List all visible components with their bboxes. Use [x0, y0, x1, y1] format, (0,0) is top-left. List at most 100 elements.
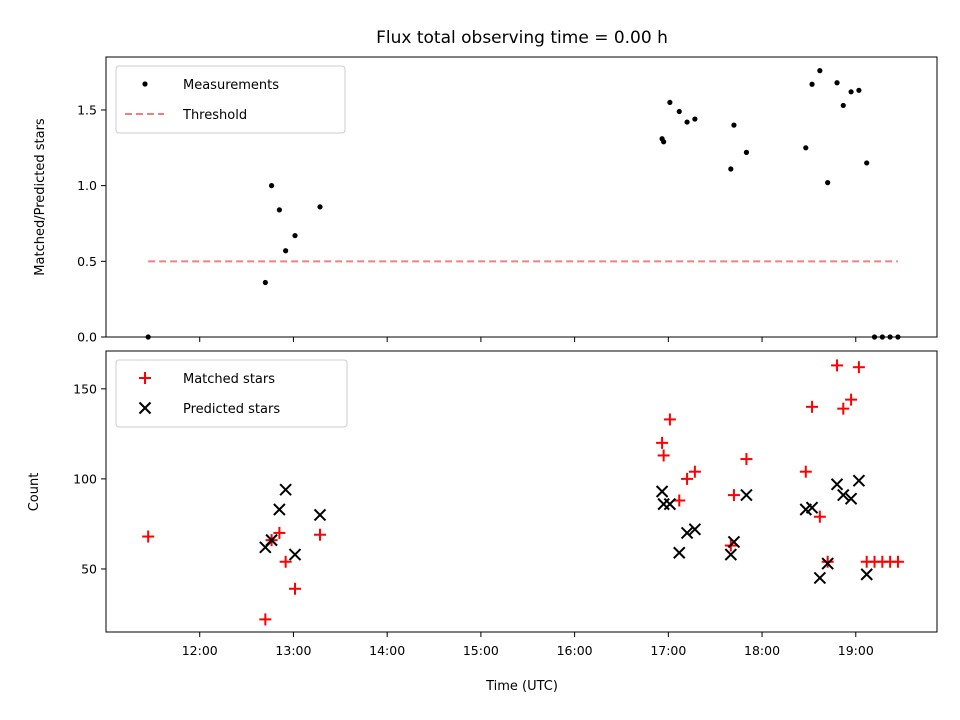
predicted-star-point: [813, 571, 827, 585]
xtick-label: 16:00: [557, 643, 593, 658]
matched-star-point: [657, 449, 670, 462]
matched-star-point: [681, 472, 694, 485]
measurement-point: [817, 68, 823, 74]
matched-star-point: [837, 402, 850, 415]
predicted-star-point: [655, 485, 669, 498]
matched-star-point: [656, 436, 669, 449]
matched-star-point: [813, 510, 826, 523]
legend-box: [115, 65, 346, 134]
predicted-star-point: [727, 535, 741, 549]
predicted-star-point: [688, 523, 702, 536]
matched-star-point: [259, 613, 272, 626]
measurement-point: [871, 334, 878, 340]
ratio-ytick-label: 1.5: [77, 102, 97, 117]
measurement-point: [292, 232, 298, 239]
legend-predicted-swatch: [138, 401, 152, 415]
xtick-label: 14:00: [369, 643, 405, 658]
count-panel: 50 100 150 12:00 13:00 14:00 15:00 16:00 17:00 18…: [27, 350, 938, 694]
predicted-star-point: [288, 548, 302, 561]
matched-star-point: [831, 359, 844, 372]
predicted-star-point: [844, 492, 858, 505]
measurement-point: [262, 279, 268, 286]
measurement-point: [864, 160, 870, 166]
measurement-point: [684, 119, 690, 125]
predicted-star-point: [273, 503, 286, 516]
series-predicted-stars: [259, 474, 873, 585]
predicted-star-point: [680, 526, 694, 540]
measurement-point: [728, 166, 734, 172]
measurement-point: [743, 149, 750, 155]
series-measurements: [145, 68, 901, 340]
count-ytick-label: 150: [73, 381, 97, 396]
measurement-point: [661, 139, 667, 145]
matched-star-point: [663, 413, 676, 426]
measurement-point: [676, 108, 682, 115]
matched-star-point: [142, 530, 155, 543]
predicted-star-point: [852, 474, 866, 487]
predicted-star-point: [724, 548, 738, 561]
xtick-label: 18:00: [744, 643, 780, 658]
ratio-panel: Flux total observing time = 0.00 h 0.00.…: [33, 28, 938, 345]
predicted-star-point: [740, 488, 753, 502]
xtick-label: 12:00: [182, 643, 218, 658]
count-ytick-label: 50: [81, 561, 97, 576]
ratio-ytick-label: 1.0: [77, 178, 97, 193]
measurement-point: [834, 80, 840, 86]
matched-star-point: [688, 465, 701, 478]
y-axis-label-ratio: Matched/Predicted stars: [33, 118, 48, 276]
xtick-label: 17:00: [650, 643, 686, 658]
measurement-point: [667, 99, 673, 106]
legend-label: Predicted stars: [183, 402, 280, 417]
predicted-star-point: [805, 501, 819, 514]
chart-title: Flux total observing time = 0.00 h: [376, 28, 668, 48]
legend-box: [115, 359, 348, 428]
measurement-point: [887, 334, 893, 340]
xtick-label: 19:00: [838, 643, 874, 658]
matched-star-point: [799, 465, 812, 478]
ratio-axes-frame: [105, 56, 938, 338]
legend-matched-swatch: [139, 372, 151, 384]
predicted-star-point: [313, 508, 327, 522]
ratio-ytick-label: 0.5: [77, 254, 97, 269]
count-legend: Matched stars Predicted stars: [115, 359, 348, 428]
ratio-legend: Measurements Threshold: [115, 65, 346, 134]
measurement-point: [840, 102, 846, 109]
count-plot-area: 50 100 150 12:00 13:00 14:00 15:00 16:00 17:00 18…: [73, 350, 938, 658]
matched-star-point: [852, 361, 865, 374]
predicted-star-point: [837, 488, 850, 502]
ratio-ytick-label: 0.0: [77, 330, 97, 345]
matched-star-point: [673, 494, 686, 507]
x-axis-label: Time (UTC): [485, 679, 558, 694]
measurement-point: [803, 145, 809, 151]
matched-star-point: [727, 489, 740, 502]
count-ytick-label: 100: [73, 471, 97, 486]
measurement-point: [848, 89, 854, 95]
measurement-point: [283, 248, 289, 254]
measurement-point: [809, 81, 815, 87]
predicted-star-point: [265, 533, 278, 547]
measurement-point: [731, 122, 737, 128]
measurement-point: [276, 207, 282, 213]
measurement-point: [895, 334, 901, 340]
ratio-plot-area: 0.0 0.5 1.0 1.5 Measurements Threshold: [77, 56, 938, 345]
predicted-star-point: [673, 546, 686, 559]
predicted-star-point: [279, 483, 292, 496]
predicted-star-point: [663, 497, 677, 511]
legend-label: Threshold: [182, 108, 247, 123]
count-axes-frame: [105, 350, 938, 633]
measurement-point: [692, 116, 698, 122]
predicted-star-point: [830, 478, 844, 491]
measurement-point: [268, 183, 275, 189]
matched-star-point: [845, 393, 858, 406]
legend-label: Measurements: [183, 78, 279, 93]
measurement-point: [145, 334, 151, 340]
matched-star-point: [740, 453, 753, 466]
measurement-point: [879, 334, 885, 340]
matched-star-point: [806, 400, 819, 413]
xtick-label: 15:00: [463, 643, 499, 658]
matched-star-point: [313, 528, 326, 541]
xtick-label: 13:00: [275, 643, 311, 658]
measurement-point: [317, 204, 323, 210]
legend-label: Matched stars: [183, 372, 275, 387]
